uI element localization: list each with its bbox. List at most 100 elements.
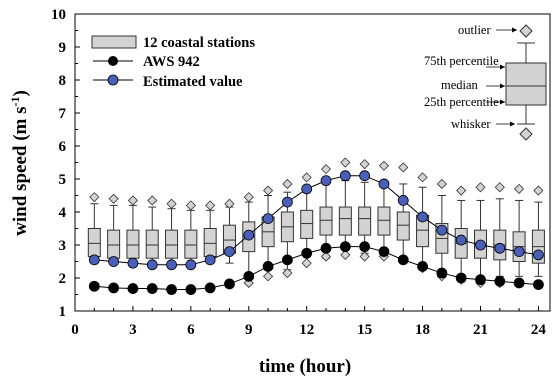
boxplot bbox=[145, 195, 159, 264]
boxplot-outlier-low bbox=[282, 267, 293, 279]
series-markers-layer bbox=[88, 170, 544, 295]
y-tick-label: 1 bbox=[59, 304, 67, 320]
key-outlier-diamond-low bbox=[519, 127, 533, 141]
boxplot-box bbox=[107, 229, 121, 259]
boxplot-box bbox=[184, 229, 198, 259]
legend: 12 coastal stations AWS 942 Estimated va… bbox=[91, 35, 255, 90]
x-tick-label: 6 bbox=[187, 322, 195, 338]
boxplot-outlier-high bbox=[514, 183, 525, 194]
y-axis-title-superscript: -1 bbox=[8, 97, 22, 107]
boxplot bbox=[377, 160, 391, 262]
legend-marker-aws bbox=[108, 56, 118, 66]
series-point-estimated-value bbox=[224, 246, 235, 258]
series-point-estimated-value bbox=[494, 242, 506, 254]
boxplot bbox=[319, 164, 333, 262]
y-tick-label: 3 bbox=[59, 238, 67, 254]
series-point-estimated-value bbox=[243, 229, 255, 241]
x-tick-label: 21 bbox=[473, 322, 488, 338]
legend-swatch-boxes bbox=[91, 35, 137, 49]
boxplot-outlier-high bbox=[359, 159, 370, 170]
key-outlier-diamond bbox=[519, 24, 533, 38]
y-tick-label: 9 bbox=[59, 40, 67, 56]
key-label-p75: 75th percentile bbox=[424, 54, 499, 68]
series-point-estimated-value bbox=[475, 239, 486, 251]
series-point-aws-942 bbox=[475, 274, 486, 286]
series-lines-layer bbox=[94, 175, 539, 291]
boxplot-box bbox=[165, 229, 179, 259]
key-arrowhead-median bbox=[500, 83, 505, 89]
series-point-aws-942 bbox=[243, 270, 255, 282]
key-arrowhead-p75 bbox=[500, 64, 505, 70]
boxplot-outlier-high bbox=[436, 178, 447, 190]
boxplots-layer bbox=[87, 157, 545, 289]
series-point-estimated-value bbox=[146, 259, 158, 271]
key-label-p25: 25th percentile bbox=[424, 95, 499, 109]
boxplot bbox=[473, 182, 487, 289]
y-axis-title: wind speed (m s-1) bbox=[8, 90, 31, 236]
boxplot-outlier-high bbox=[398, 162, 409, 173]
boxplot-key: outlier 75th percentile median 25th perc… bbox=[424, 23, 547, 141]
key-label-outlier: outlier bbox=[458, 23, 491, 37]
series-point-estimated-value bbox=[397, 195, 409, 206]
series-point-aws-942 bbox=[513, 277, 525, 289]
boxplot-box bbox=[338, 206, 352, 236]
key-arrowhead-whisker bbox=[510, 121, 515, 127]
boxplot-outlier-high bbox=[147, 195, 158, 206]
boxplot-box bbox=[358, 206, 372, 236]
boxplot-box bbox=[126, 229, 140, 259]
series-point-estimated-value bbox=[301, 183, 313, 195]
series-point-aws-942 bbox=[301, 247, 313, 259]
boxplot bbox=[107, 193, 121, 264]
legend-label-estimated: Estimated value bbox=[143, 74, 243, 90]
boxplot-outlier-high bbox=[475, 182, 486, 193]
boxplot-box bbox=[377, 206, 391, 236]
boxplot bbox=[338, 157, 352, 260]
series-point-aws-942 bbox=[378, 246, 390, 258]
boxplot-outlier-high bbox=[533, 185, 544, 196]
series-point-estimated-value bbox=[513, 246, 525, 258]
y-tick-label: 8 bbox=[59, 73, 67, 89]
series-point-estimated-value bbox=[359, 170, 371, 182]
y-tick-label: 2 bbox=[59, 271, 67, 287]
series-point-aws-942 bbox=[494, 275, 506, 287]
key-label-whisker: whisker bbox=[451, 117, 491, 131]
boxplot-outlier-high bbox=[243, 192, 254, 203]
series-point-aws-942 bbox=[417, 261, 428, 272]
series-point-estimated-value bbox=[281, 196, 293, 208]
boxplot-box bbox=[87, 228, 101, 258]
boxplot bbox=[416, 172, 430, 274]
series-point-estimated-value bbox=[320, 175, 332, 187]
boxplot-box bbox=[396, 211, 410, 241]
series-point-estimated-value bbox=[533, 249, 544, 261]
series-point-estimated-value bbox=[204, 254, 216, 266]
legend-marker-estimated bbox=[107, 74, 119, 86]
boxplot bbox=[531, 185, 545, 277]
series-point-estimated-value bbox=[108, 256, 120, 267]
boxplot-box bbox=[203, 228, 217, 258]
boxplot-outlier-high bbox=[205, 200, 216, 211]
series-point-estimated-value bbox=[262, 213, 274, 225]
boxplot bbox=[87, 192, 101, 264]
series-point-estimated-value bbox=[455, 234, 467, 246]
y-tick-label: 10 bbox=[51, 7, 66, 23]
series-point-estimated-value bbox=[436, 224, 448, 236]
series-point-estimated-value bbox=[417, 211, 428, 223]
x-tick-label: 12 bbox=[299, 322, 314, 338]
series-point-aws-942 bbox=[397, 254, 409, 266]
x-tick-label: 15 bbox=[357, 322, 372, 338]
series-point-aws-942 bbox=[533, 279, 544, 291]
series-point-aws-942 bbox=[204, 282, 216, 294]
x-axis-title: time (hour) bbox=[259, 356, 351, 377]
series-point-aws-942 bbox=[281, 254, 293, 266]
series-point-estimated-value bbox=[378, 178, 390, 190]
series-line-estimated-value bbox=[94, 175, 539, 266]
boxplot-outlier-high bbox=[320, 164, 332, 175]
boxplot-outlier-high bbox=[108, 193, 119, 204]
key-arrowhead-outlier bbox=[512, 27, 517, 33]
boxplot-outlier-high bbox=[89, 192, 100, 203]
series-point-aws-942 bbox=[359, 241, 371, 253]
series-point-aws-942 bbox=[436, 267, 448, 279]
boxplot bbox=[512, 183, 526, 289]
series-point-aws-942 bbox=[146, 283, 158, 294]
